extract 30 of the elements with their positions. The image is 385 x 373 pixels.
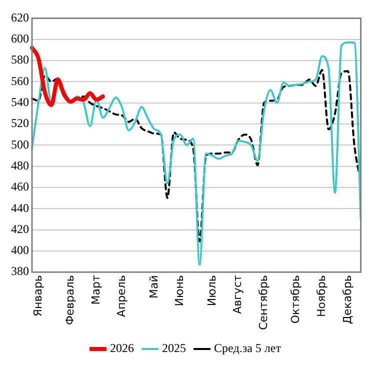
y-tick-label: 520 (11, 116, 29, 130)
y-tick-label: 380 (11, 264, 29, 278)
x-tick-label: Июнь (173, 275, 186, 306)
x-tick-label: Март (89, 274, 102, 305)
x-tick-label: Февраль (64, 275, 77, 326)
line-series (30, 46, 105, 107)
legend-label: 2026 (110, 341, 134, 356)
x-tick-label: Ноябрь (314, 275, 328, 317)
y-tick-label: 400 (11, 243, 29, 258)
x-tick-label: Сентябрь (256, 275, 270, 330)
x-tick-label: Октябрь (289, 275, 302, 324)
y-tick-label: 600 (11, 32, 29, 46)
x-tick-label: Август (231, 274, 244, 314)
legend-label: Сред.за 5 лет (214, 341, 282, 356)
y-tick-label: 420 (11, 222, 29, 236)
y-tick-label: 620 (11, 10, 29, 24)
x-tick-label: Январь (31, 275, 44, 317)
x-tick-label: Декабрь (340, 275, 354, 324)
y-tick-label: 560 (11, 74, 29, 88)
y-tick-label: 480 (11, 158, 29, 172)
x-tick-label: Май (147, 275, 160, 298)
line-series (31, 42, 362, 266)
y-tick-label: 500 (11, 137, 29, 152)
legend-label: 2025 (162, 341, 186, 356)
x-tick-label: Апрель (115, 275, 128, 318)
y-tick-label: 440 (11, 200, 29, 215)
y-tick-label: 540 (11, 94, 29, 109)
y-tick-label: 460 (11, 180, 29, 194)
x-tick-label: Июль (205, 275, 218, 306)
y-tick-label: 580 (11, 52, 29, 67)
